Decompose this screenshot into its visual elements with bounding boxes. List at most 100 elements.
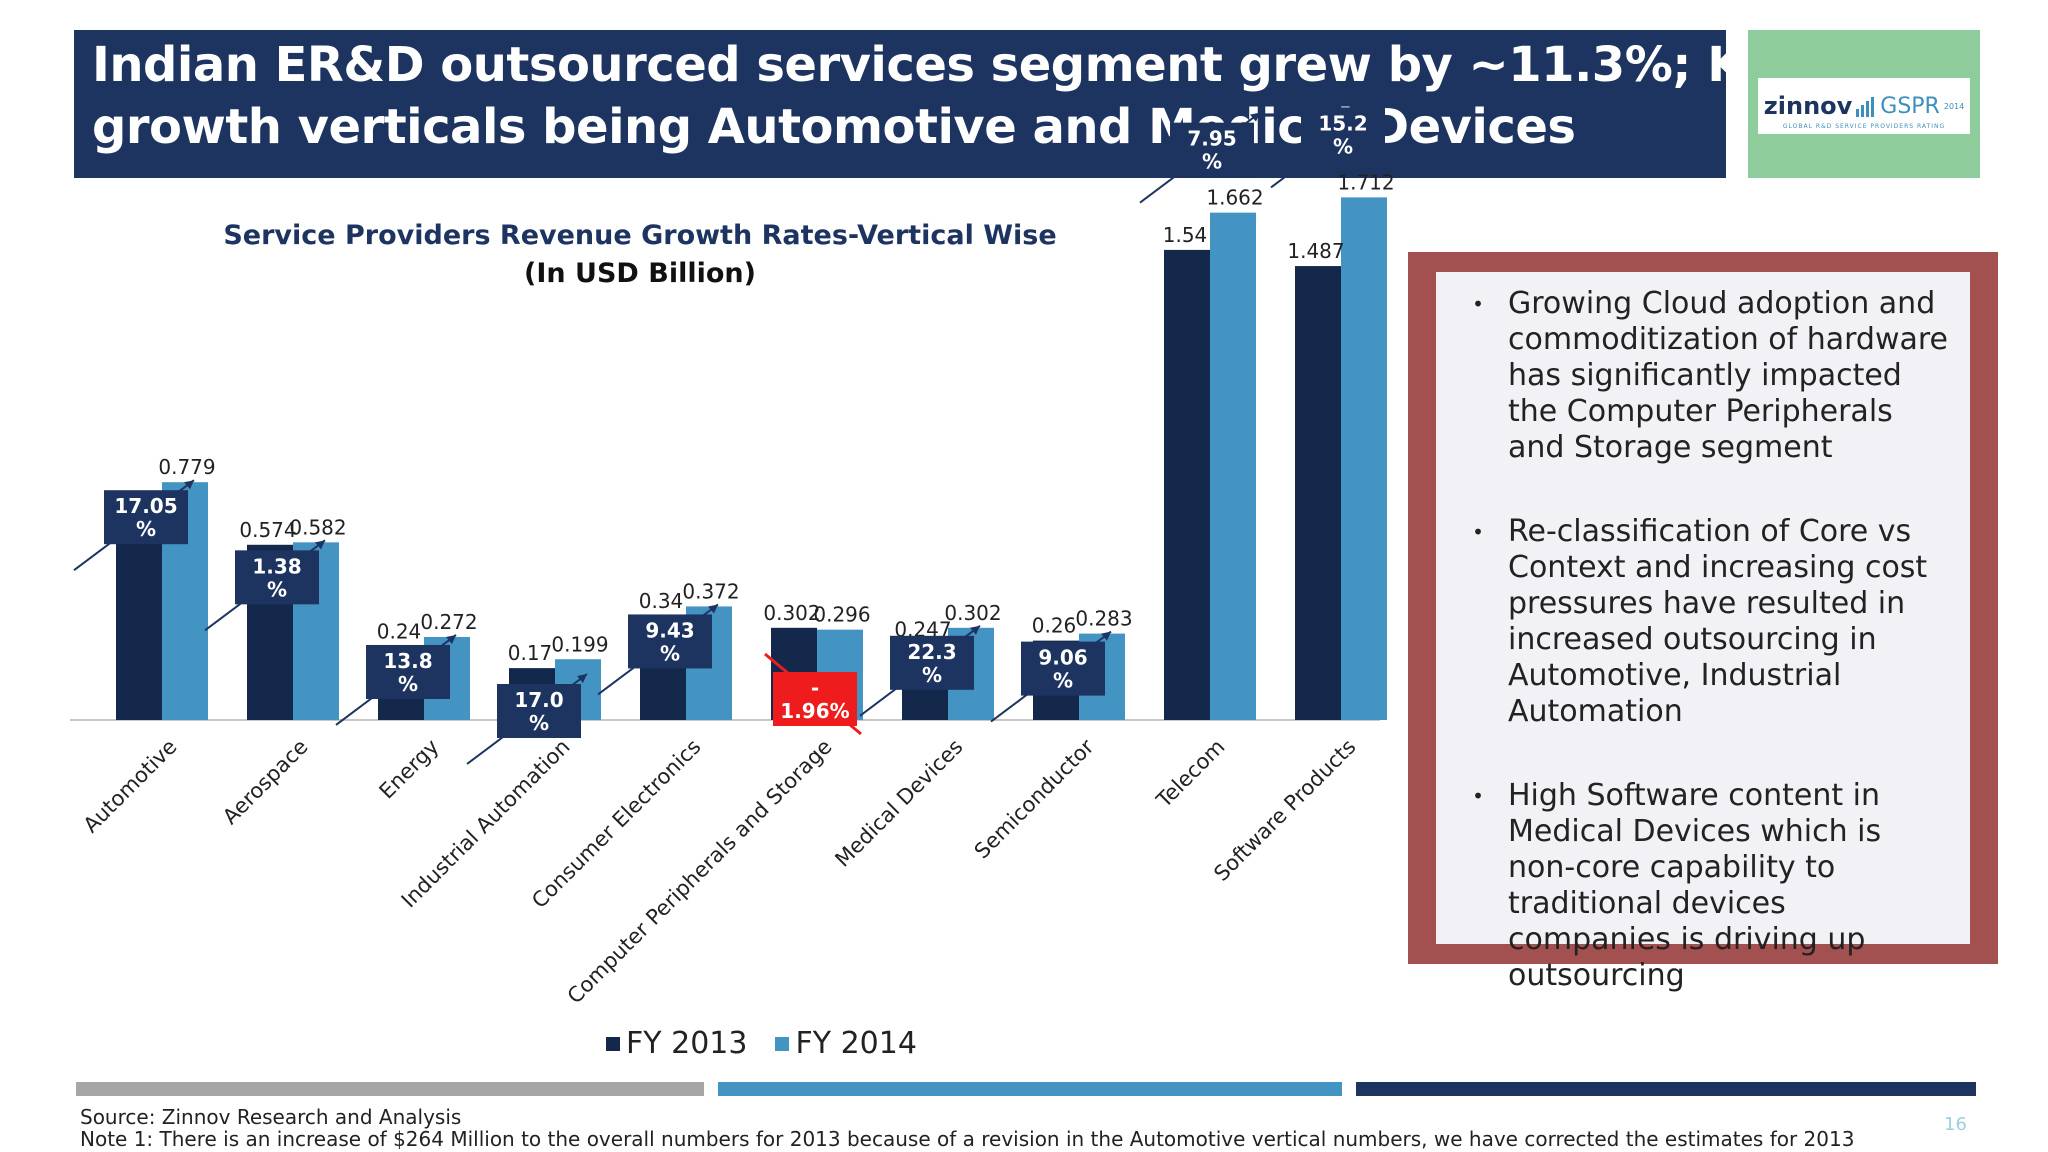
growth-callout — [628, 614, 712, 669]
footer-bar-blue — [718, 1082, 1342, 1096]
category-label: Computer Peripherals and Storage — [563, 735, 837, 1009]
growth-unit: % — [398, 672, 418, 696]
title-line-1: Indian ER&D outsourced services segment … — [92, 37, 1806, 93]
logo-year: 2014 — [1943, 101, 1965, 111]
chart-subtitle: (In USD Billion) — [524, 258, 756, 289]
growth-arrowhead — [970, 625, 980, 635]
growth-unit: % — [660, 641, 680, 665]
bullet-item: • High Software content in Medical Devic… — [1448, 778, 1950, 994]
growth-arrowhead — [708, 604, 718, 614]
category-label: Semiconductor — [970, 734, 1099, 863]
growth-value: 9.43 — [645, 618, 694, 642]
data-label-fy2014: 0.296 — [813, 603, 870, 627]
growth-value: 22.3 — [907, 640, 956, 664]
growth-callout — [497, 684, 581, 738]
category-label: Telecom — [1151, 735, 1229, 813]
growth-unit: % — [529, 711, 549, 735]
legend-label-fy2013: FY 2013 — [626, 1026, 748, 1061]
growth-value: 17.0 — [514, 688, 563, 712]
growth-value: 15.2 — [1318, 111, 1367, 135]
growth-arrowhead — [184, 480, 194, 490]
data-label-fy2014: 0.199 — [551, 632, 608, 656]
bar-fy2013 — [116, 516, 162, 720]
bullet-item: • Growing Cloud adoption and commoditiza… — [1448, 286, 1950, 466]
data-label-fy2013: 0.34 — [639, 589, 684, 613]
growth-callout — [890, 635, 974, 690]
growth-unit: % — [1202, 150, 1222, 174]
page-number: 16 — [1944, 1114, 1967, 1135]
data-label-fy2013: 0.574 — [239, 518, 296, 542]
source-note: Source: Zinnov Research and Analysis — [80, 1105, 462, 1129]
growth-unit: % — [922, 663, 942, 687]
growth-unit: % — [1333, 134, 1353, 158]
logo-brand: zinnov — [1763, 92, 1853, 120]
legend-item-fy2014: FY 2014 — [775, 1026, 917, 1061]
bullet-text: Growing Cloud adoption and commoditizati… — [1508, 286, 1949, 465]
growth-arrowhead — [1250, 112, 1260, 122]
growth-value: 7.95 — [1187, 127, 1236, 151]
growth-callout — [1170, 122, 1254, 177]
footer-notes: Source: Zinnov Research and Analysis Not… — [80, 1106, 1854, 1150]
bullet-dot-icon: • — [1472, 784, 1484, 808]
chart-legend: FY 2013 FY 2014 — [606, 1026, 917, 1061]
growth-value: 9.06 — [1038, 646, 1087, 670]
logo-box: zinnov GSPR 2014 GLOBAL R&D SERVICE PROV… — [1748, 30, 1980, 178]
growth-arrowhead — [315, 540, 325, 550]
signal-bars-icon — [1856, 95, 1876, 117]
growth-value: 13.8 — [383, 649, 432, 673]
growth-arrowhead — [446, 634, 456, 644]
data-label-fy2014: 1.662 — [1206, 186, 1263, 210]
data-label-fy2014: 0.283 — [1075, 607, 1132, 631]
growth-value: 1.38 — [252, 554, 301, 578]
growth-unit: % — [1053, 669, 1073, 693]
data-label-fy2014: 0.302 — [944, 601, 1001, 625]
data-label-fy2014: 1.712 — [1337, 170, 1394, 194]
data-label-fy2014: 0.272 — [420, 610, 477, 634]
category-label: Medical Devices — [830, 735, 967, 872]
growth-value: 17.05 — [114, 494, 177, 518]
growth-callout — [1301, 107, 1385, 162]
chart-title: Service Providers Revenue Growth Rates-V… — [223, 220, 1057, 251]
footer-bar-navy — [1356, 1082, 1976, 1096]
bar-fy2013 — [1164, 249, 1210, 721]
info-panel-body: • Growing Cloud adoption and commoditiza… — [1436, 272, 1970, 993]
data-label-fy2013: 0.17 — [508, 641, 553, 665]
legend-item-fy2013: FY 2013 — [606, 1026, 747, 1061]
growth-value: - — [811, 676, 819, 700]
bar-fy2013 — [1295, 266, 1341, 720]
data-label-fy2013: 0.302 — [763, 601, 820, 625]
bullet-dot-icon: • — [1472, 520, 1484, 544]
bar-fy2014 — [1210, 212, 1256, 720]
bullet-dot-icon: • — [1472, 292, 1484, 316]
growth-unit: % — [136, 517, 156, 541]
bullet-text: Re-classification of Core vs Context and… — [1508, 514, 1928, 729]
legend-swatch-fy2014 — [775, 1036, 790, 1051]
growth-arrowhead — [1101, 631, 1111, 641]
footnote: Note 1: There is an increase of $264 Mil… — [80, 1127, 1855, 1151]
legend-label-fy2014: FY 2014 — [795, 1026, 917, 1061]
data-label-fy2014: 0.372 — [682, 579, 739, 603]
growth-unit: 1.96% — [780, 699, 849, 723]
category-label: Automotive — [79, 735, 182, 838]
category-label: Energy — [375, 735, 444, 804]
growth-callout — [235, 550, 319, 605]
data-label-fy2013: 1.54 — [1163, 223, 1208, 247]
growth-callout — [1021, 641, 1105, 696]
growth-callout — [104, 490, 188, 545]
growth-arrowhead — [1381, 97, 1391, 107]
data-label-fy2013: 0.26 — [1032, 614, 1077, 638]
footer-bar-gray — [76, 1082, 704, 1096]
category-label: Software Products — [1209, 735, 1360, 886]
growth-arrowhead — [577, 674, 587, 683]
logo-product: GSPR — [1880, 93, 1940, 119]
growth-callout — [366, 644, 450, 699]
data-label-fy2013: 1.487 — [1287, 239, 1344, 263]
logo-tagline: GLOBAL R&D SERVICE PROVIDERS RATING — [1782, 123, 1946, 130]
info-panel: • Growing Cloud adoption and commoditiza… — [1408, 252, 1998, 993]
growth-callout — [773, 672, 857, 726]
zinnov-logo: zinnov GSPR 2014 GLOBAL R&D SERVICE PROV… — [1758, 78, 1970, 134]
title-bar: Indian ER&D outsourced services segment … — [74, 30, 1806, 178]
legend-swatch-fy2013 — [606, 1036, 620, 1051]
bullet-text: High Software content in Medical Devices… — [1508, 778, 1882, 993]
